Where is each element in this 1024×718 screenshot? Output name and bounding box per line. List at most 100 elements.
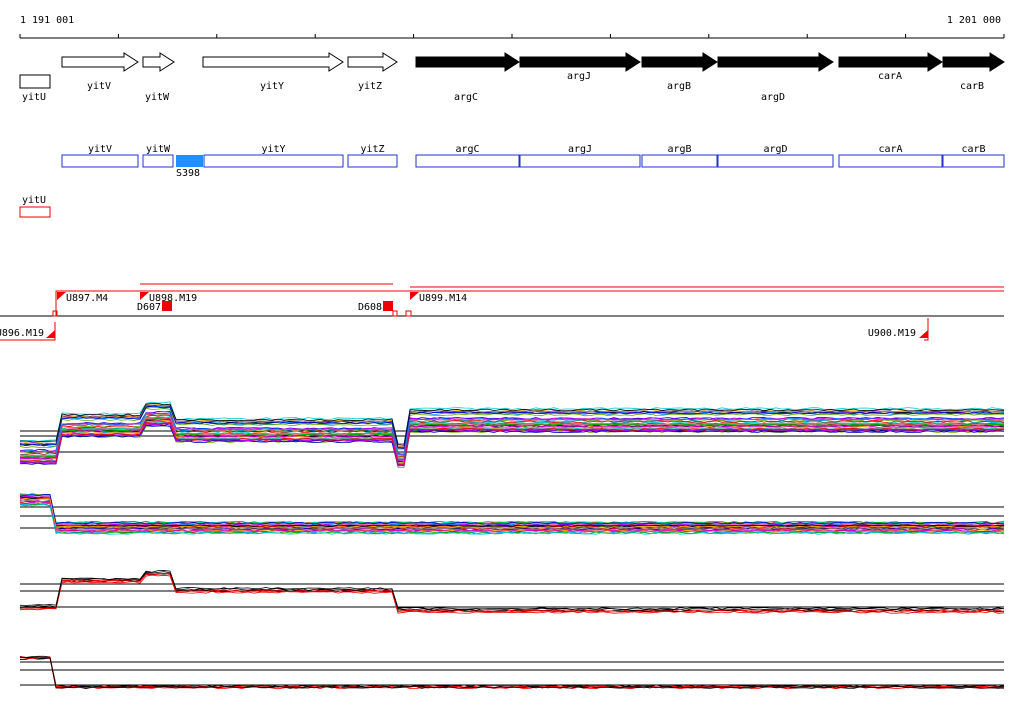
- gene-arrow: [347, 52, 398, 72]
- expression-profile: [19, 493, 1005, 524]
- tu-label: D607: [137, 302, 161, 313]
- cds-box: [415, 154, 520, 168]
- expression-profile: [19, 412, 1005, 456]
- reverse-gene-label: yitU: [22, 195, 46, 206]
- expression-profile: [19, 496, 1005, 527]
- expression-profile: [19, 574, 1005, 614]
- expression-profile: [19, 497, 1005, 529]
- expression-profile: [19, 494, 1005, 526]
- expression-profile: [19, 414, 1005, 458]
- expression-profile: [19, 424, 1005, 467]
- gene-label: carA: [878, 71, 902, 82]
- gene-label: argD: [761, 92, 785, 103]
- ruler-ticks: [19, 34, 1005, 38]
- gene-label: argB: [667, 81, 691, 92]
- expression-profile: [19, 572, 1004, 613]
- expression-profile: [19, 419, 1005, 464]
- expression-profile: [19, 572, 1005, 613]
- gene-box: [19, 74, 51, 89]
- gene-label: yitV: [87, 81, 111, 92]
- expression-profile: [19, 571, 1005, 611]
- expression-profile: [19, 422, 1005, 465]
- cds-box: [142, 154, 174, 168]
- gene-arrow: [717, 52, 834, 72]
- tu-label: U900.M19: [868, 328, 916, 339]
- gene-arrow: [415, 52, 520, 72]
- gene-label: carB: [960, 81, 984, 92]
- gene-arrow: [942, 52, 1005, 72]
- expression-profile: [20, 572, 1005, 613]
- expression-profile: [19, 499, 1004, 531]
- expression-profile: [19, 402, 1005, 446]
- site-label: S398: [176, 168, 200, 179]
- tu-track: [0, 283, 1004, 341]
- expression-profile: [19, 422, 1005, 467]
- expression-profile: [19, 425, 1005, 468]
- expression-profile: [19, 494, 1005, 525]
- cds-label: argC: [455, 144, 479, 155]
- tu-flags: [46, 292, 928, 338]
- cds-box: [641, 154, 718, 168]
- cds-label: yitW: [146, 144, 171, 155]
- tu-label: U898.M19: [149, 293, 197, 304]
- ruler-start: 1 191 001: [20, 15, 74, 26]
- gene-label: yitW: [145, 92, 170, 103]
- expression-profile: [19, 496, 1005, 528]
- reverse-gene-box: [19, 206, 51, 218]
- gene-arrow: [202, 52, 344, 72]
- cds-box: [61, 154, 139, 168]
- cds-track: yitV yitW yitY yitZ argC argJ argB argD carA carB: [61, 144, 1005, 168]
- expression-profile: [19, 417, 1005, 461]
- expression-profile: [19, 656, 1005, 688]
- cds-label: yitZ: [360, 144, 384, 155]
- site-box: [176, 155, 203, 167]
- cds-box: [717, 154, 834, 168]
- expression-profile: [19, 494, 1004, 526]
- expression-profile: [19, 407, 1005, 450]
- tu-label: D608: [358, 302, 382, 313]
- expression-profile: [19, 656, 1004, 688]
- gene-label: yitY: [260, 81, 284, 92]
- expression-profile: [19, 405, 1005, 449]
- expression-profile: [19, 656, 1005, 689]
- expression-profile: [19, 401, 1005, 445]
- cds-box: [838, 154, 943, 168]
- cds-box: [203, 154, 344, 168]
- expression-profile: [19, 655, 1005, 688]
- expression-profile: [19, 412, 1005, 455]
- cds-label: yitV: [88, 144, 112, 155]
- tu-label: U899.M14: [419, 293, 467, 304]
- gene-arrow: [142, 52, 175, 72]
- cds-label: carB: [961, 144, 985, 155]
- expression-profile: [19, 657, 1005, 690]
- gene-label: yitU: [22, 92, 46, 103]
- gene-label: argC: [454, 92, 478, 103]
- gene-arrow: [61, 52, 139, 72]
- expression-profile: [19, 493, 1005, 525]
- expression-profile: [19, 412, 1005, 456]
- cds-box: [942, 154, 1005, 168]
- gene-label: argJ: [567, 71, 591, 82]
- tu-label: U897.M4: [66, 293, 108, 304]
- gene-arrow: [838, 52, 943, 72]
- cds-label: argD: [763, 144, 787, 155]
- tu-label: U896.M19: [0, 328, 44, 339]
- cds-label: carA: [878, 144, 902, 155]
- gene-label: yitZ: [358, 81, 382, 92]
- cds-label: argB: [667, 144, 691, 155]
- expression-profile: [19, 497, 1005, 529]
- expression-profile: [19, 493, 1005, 525]
- cds-label: yitY: [261, 144, 285, 155]
- expression-profile: [19, 570, 1005, 610]
- expression-profile: [19, 494, 1005, 526]
- gene-arrow: [641, 52, 718, 72]
- expression-profile: [19, 418, 1005, 462]
- gene-track: yitU yitV yitW yitY yitZ argC argJ argB argD carA…: [19, 52, 1005, 103]
- expression-profile: [19, 504, 1005, 535]
- expression-profile: [19, 501, 1005, 532]
- cds-box: [347, 154, 398, 168]
- expression-panels: [19, 401, 1005, 690]
- expression-profile: [19, 495, 1005, 526]
